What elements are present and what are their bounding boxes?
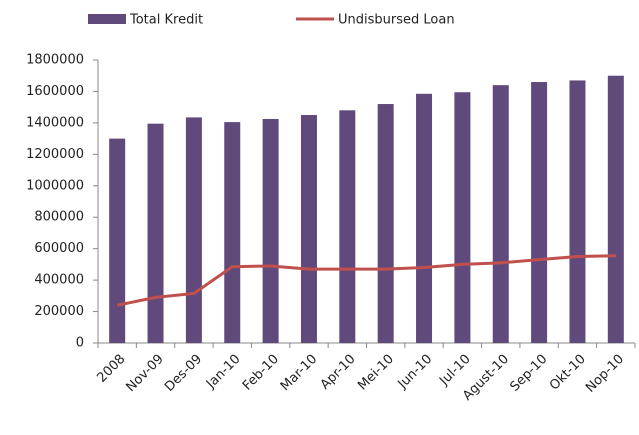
x-tick-label: 2008 xyxy=(94,352,128,386)
x-tick-label: Mei-10 xyxy=(355,352,397,394)
bar xyxy=(224,122,241,343)
y-tick-label: 200000 xyxy=(34,304,84,319)
bar xyxy=(377,104,394,344)
bar xyxy=(109,138,126,343)
y-tick-label: 1800000 xyxy=(26,53,84,68)
y-tick-label: 800000 xyxy=(34,210,84,225)
bar xyxy=(454,92,471,343)
legend-label: Total Kredit xyxy=(129,13,203,28)
bar xyxy=(185,117,202,343)
y-tick-label: 400000 xyxy=(34,273,84,288)
bar xyxy=(531,82,548,343)
line xyxy=(116,254,616,307)
y-tick-label: 1200000 xyxy=(26,147,84,162)
x-tick-label: Sep-10 xyxy=(507,352,550,395)
y-tick-label: 1400000 xyxy=(26,115,84,130)
bar xyxy=(607,75,624,343)
x-tick-label: Feb-10 xyxy=(240,352,282,394)
x-tick-label: Mar-10 xyxy=(278,352,320,394)
x-tick-label: Apr-10 xyxy=(318,352,359,393)
legend-label: Undisbursed Loan xyxy=(338,13,455,28)
y-tick-label: 0 xyxy=(76,336,84,351)
x-tick-label: Okt-10 xyxy=(547,352,589,394)
bar xyxy=(339,110,356,343)
x-tick-label: Des-09 xyxy=(162,352,205,395)
x-tick-label: Jun-10 xyxy=(395,352,436,393)
bar xyxy=(492,85,509,344)
bar xyxy=(147,123,164,343)
bar xyxy=(300,115,317,344)
y-tick-label: 1000000 xyxy=(26,178,84,193)
bar xyxy=(416,93,433,343)
legend-swatch xyxy=(88,14,126,24)
x-tick-label: Nop-10 xyxy=(583,352,627,396)
y-tick-label: 1600000 xyxy=(26,84,84,99)
x-tick-label: Jan-10 xyxy=(203,352,244,393)
y-tick-label: 600000 xyxy=(34,241,84,256)
bar xyxy=(262,118,279,343)
bar xyxy=(569,80,586,343)
x-tick-label: Jul-10 xyxy=(436,352,473,389)
x-tick-label: Nov-09 xyxy=(124,352,167,395)
